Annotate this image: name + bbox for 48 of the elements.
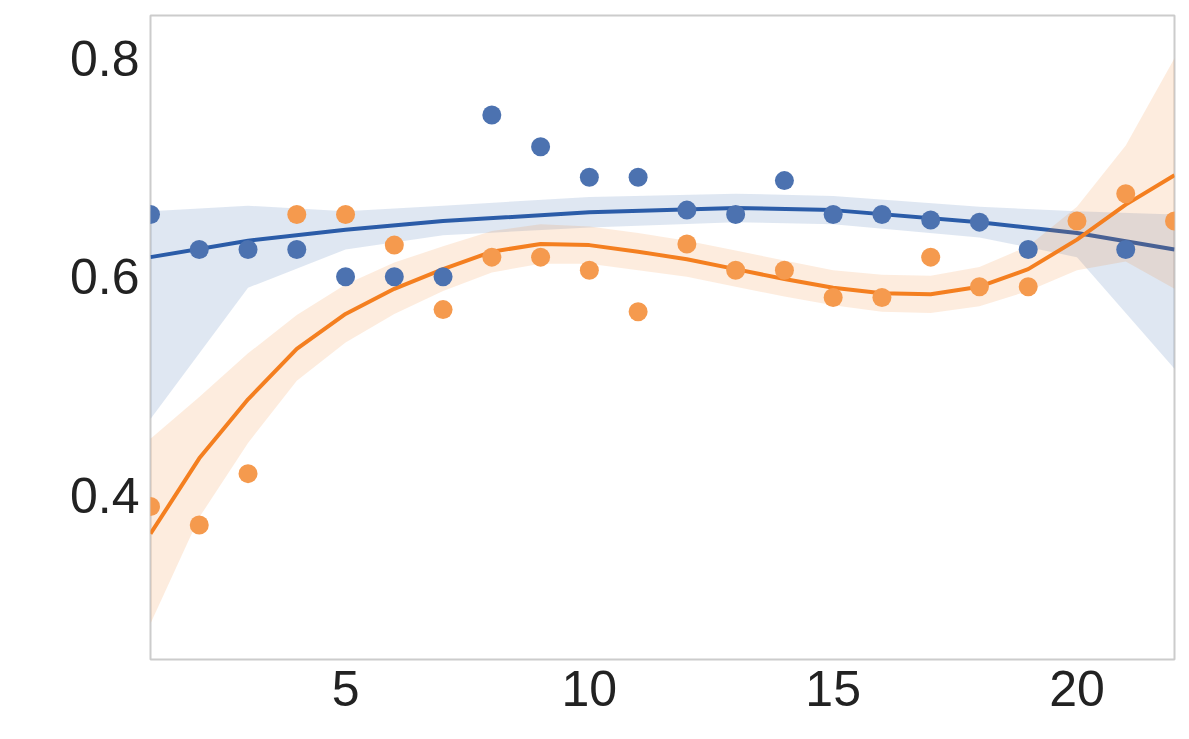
x-tick-label: 10	[561, 660, 618, 717]
point	[823, 205, 843, 224]
y-tick-label: 0.8	[69, 30, 140, 87]
point	[726, 260, 746, 280]
point	[969, 212, 989, 232]
point	[531, 137, 551, 157]
point	[433, 267, 453, 287]
point	[579, 167, 599, 187]
point	[531, 247, 551, 267]
point	[189, 240, 209, 259]
point	[1018, 240, 1038, 259]
point	[969, 277, 989, 297]
point	[677, 200, 697, 220]
point	[384, 267, 404, 287]
point	[1116, 184, 1136, 204]
point	[482, 105, 502, 125]
point	[1018, 277, 1038, 297]
point	[774, 260, 794, 280]
point	[384, 235, 404, 255]
point	[482, 247, 502, 267]
point	[726, 205, 746, 224]
point	[628, 302, 648, 322]
y-tick-label: 0.4	[69, 467, 140, 524]
point	[433, 300, 453, 320]
point	[1116, 240, 1136, 259]
point	[287, 240, 307, 259]
line-series	[150, 205, 1175, 260]
y-tick-label: 0.6	[69, 249, 140, 306]
point	[189, 515, 209, 535]
x-tick-label: 15	[805, 660, 861, 717]
x-tick-label: 20	[1049, 660, 1105, 717]
point	[628, 167, 648, 187]
point	[238, 464, 258, 484]
point	[921, 210, 941, 230]
point	[336, 205, 356, 224]
point	[823, 288, 843, 308]
x-tick-label: 5	[331, 660, 360, 717]
point	[287, 205, 307, 224]
line-series	[150, 173, 1175, 536]
point	[238, 240, 258, 259]
point	[336, 267, 356, 287]
point	[921, 247, 941, 267]
point	[677, 234, 697, 254]
point	[1067, 211, 1087, 231]
point	[579, 260, 599, 280]
point	[872, 288, 892, 308]
point	[774, 171, 794, 191]
point	[872, 205, 892, 224]
